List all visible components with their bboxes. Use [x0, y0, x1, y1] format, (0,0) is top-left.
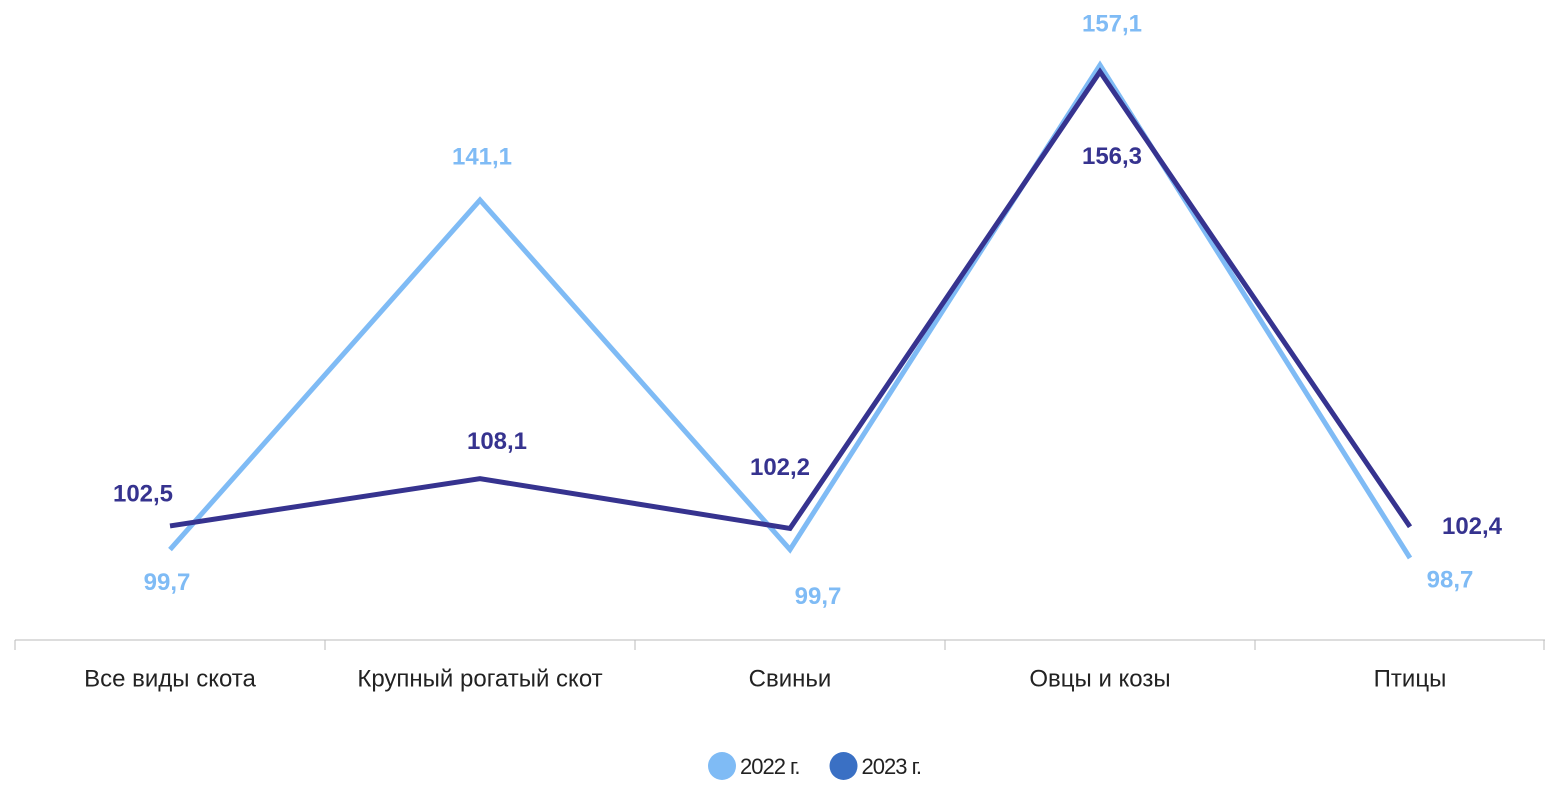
x-tick-label: Крупный рогатый скот	[357, 665, 602, 692]
data-label: 99,7	[795, 583, 842, 610]
data-label: 157,1	[1082, 10, 1142, 37]
legend-marker	[829, 752, 858, 780]
data-label: 102,4	[1442, 513, 1503, 540]
data-label: 98,7	[1427, 566, 1474, 593]
x-tick-label: Свиньи	[749, 665, 832, 692]
legend-label: 2022 г.	[740, 754, 800, 779]
data-label: 102,5	[113, 480, 173, 507]
legend-label: 2023 г.	[862, 754, 922, 779]
series-line	[169, 67, 1413, 532]
data-label: 141,1	[452, 143, 512, 170]
x-tick-label: Все виды скота	[84, 665, 256, 692]
data-label: 99,7	[144, 569, 191, 596]
legend-marker	[708, 752, 736, 780]
data-label: 102,2	[750, 454, 810, 481]
data-label: 156,3	[1082, 143, 1142, 170]
data-label: 108,1	[467, 428, 527, 455]
x-tick-label: Овцы и козы	[1029, 665, 1170, 692]
x-tick-label: Птицы	[1374, 665, 1447, 692]
series-line	[168, 60, 1413, 560]
